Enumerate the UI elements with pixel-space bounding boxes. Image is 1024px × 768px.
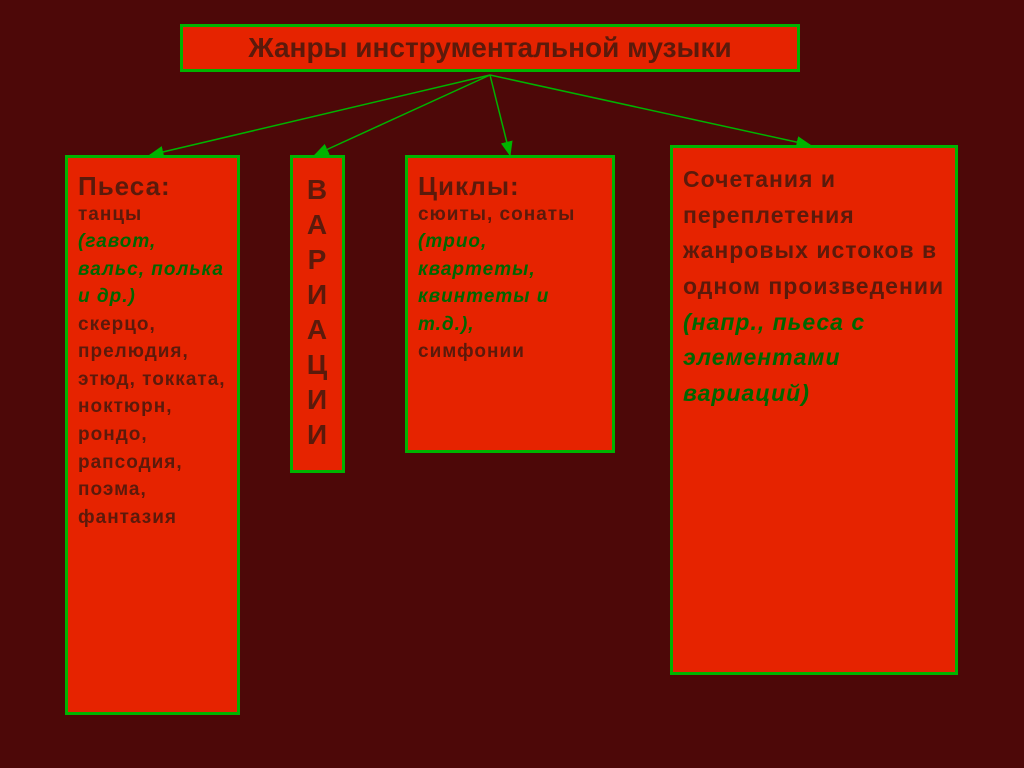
cycles-italic: (трио, квартеты, квинтеты и т.д.), <box>418 228 602 338</box>
combinations-sub1: Сочетания и переплетения жанровых истоко… <box>683 162 945 305</box>
combinations-italic: (напр., пьеса с элементами вариаций) <box>683 305 945 412</box>
piece-heading: Пьеса: <box>78 172 227 201</box>
title-box: Жанры инструментальной музыки <box>180 24 800 72</box>
title-text: Жанры инструментальной музыки <box>248 32 731 64</box>
cycles-sub2: симфонии <box>418 338 602 366</box>
piece-sub2: скерцо, прелюдия, этюд, токката, ноктюрн… <box>78 311 227 531</box>
cycles-box: Циклы: сюиты, сонаты (трио, квартеты, кв… <box>405 155 615 453</box>
piece-box: Пьеса: танцы (гавот, вальс, полька и др.… <box>65 155 240 715</box>
combinations-box: Сочетания и переплетения жанровых истоко… <box>670 145 958 675</box>
cycles-sub1: сюиты, сонаты <box>418 201 602 229</box>
variations-text: ВАРИАЦИИ <box>303 172 332 452</box>
piece-sub1: танцы <box>78 201 227 229</box>
cycles-heading: Циклы: <box>418 172 602 201</box>
variations-box: ВАРИАЦИИ <box>290 155 345 473</box>
piece-italic: (гавот, вальс, полька и др.) <box>78 228 227 311</box>
